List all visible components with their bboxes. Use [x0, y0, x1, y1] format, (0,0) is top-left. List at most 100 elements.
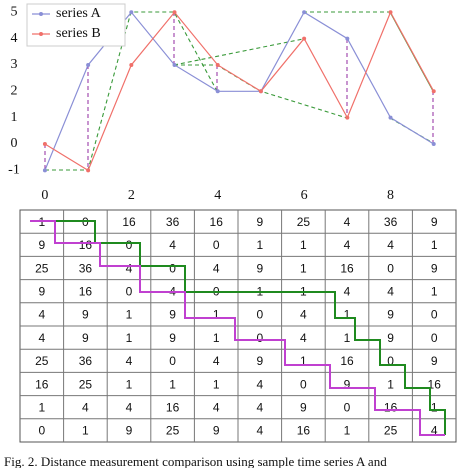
table-cell: 1 [300, 261, 307, 275]
table-cell: 16 [210, 215, 224, 229]
table-cell: 0 [300, 377, 307, 391]
point [172, 10, 177, 15]
table-cell: 0 [213, 238, 220, 252]
table-cell: 0 [256, 308, 263, 322]
table-cell: 1 [126, 331, 133, 345]
point [215, 62, 220, 67]
table-cell: 9 [431, 215, 438, 229]
table-cell: 4 [38, 331, 45, 345]
point [345, 36, 350, 41]
caption: Fig. 2. Distance measurement comparison … [4, 454, 387, 468]
table-cell: 1 [344, 308, 351, 322]
table-cell: 4 [300, 308, 307, 322]
table-cell: 9 [256, 354, 263, 368]
table-cell: 4 [213, 354, 220, 368]
table-cell: 9 [82, 331, 89, 345]
table-cell: 4 [344, 285, 351, 299]
point [42, 168, 47, 173]
point [345, 115, 350, 120]
x-tick-label: 8 [387, 188, 394, 203]
table-cell: 4 [256, 424, 263, 438]
table-cell: 9 [213, 424, 220, 438]
table-cell: 9 [256, 215, 263, 229]
point [388, 115, 393, 120]
point [388, 10, 393, 15]
table-cell: 16 [79, 285, 93, 299]
table-cell: 0 [126, 285, 133, 299]
table-cell: 4 [213, 401, 220, 415]
table-cell: 4 [82, 401, 89, 415]
table: 1 0 16 36 16 9 25 4 36 9 9 16 0 4 0 1 1 4 4 1 25 36 4 0 4 9 1 16 0 9 9… [19, 209, 457, 443]
table-paths [30, 220, 446, 436]
point [86, 62, 91, 67]
table-cell: 0 [431, 331, 438, 345]
table-cell: 16 [79, 238, 93, 252]
table-cell: 9 [431, 354, 438, 368]
y-tick-label: 2 [11, 84, 18, 99]
table-cell: 1 [213, 377, 220, 391]
table-cell: 0 [387, 354, 394, 368]
table-cell: 4 [126, 401, 133, 415]
point [302, 10, 307, 15]
y-tick-label: 4 [11, 31, 18, 46]
table-cell: 16 [122, 215, 136, 229]
point [129, 62, 134, 67]
table-cell: 1 [431, 401, 438, 415]
y-tick-label: 0 [11, 136, 18, 151]
legend: series A series B [32, 6, 102, 41]
table-cell: 9 [344, 377, 351, 391]
point [172, 62, 177, 67]
legend-marker [39, 32, 43, 36]
y-tick-label: 5 [11, 4, 18, 19]
table-cell: 36 [384, 215, 398, 229]
legend-marker [39, 12, 43, 16]
x-tick-label: 4 [214, 188, 221, 203]
table-cell: 25 [297, 215, 311, 229]
point [215, 89, 220, 94]
table-cell: 0 [169, 354, 176, 368]
table-cell: 25 [166, 424, 180, 438]
table-cell: 1 [431, 285, 438, 299]
table-cell: 25 [384, 424, 398, 438]
table-cell: 9 [387, 308, 394, 322]
table-cell: 9 [82, 308, 89, 322]
table-cell: 1 [82, 424, 89, 438]
green-path [30, 220, 446, 435]
table-cell: 1 [344, 424, 351, 438]
table-cell: 1 [213, 331, 220, 345]
table-cell: 4 [126, 354, 133, 368]
table-cell: 16 [35, 377, 49, 391]
table-cell: 9 [169, 308, 176, 322]
table-cell: 0 [256, 331, 263, 345]
x-tick-label: 0 [41, 188, 48, 203]
series-line [44, 10, 435, 172]
table-cell: 25 [79, 377, 93, 391]
table-cell: 4 [387, 285, 394, 299]
table-cell: 1 [38, 401, 45, 415]
y-tick-label: 1 [11, 110, 18, 125]
table-cell: 4 [300, 331, 307, 345]
table-cell: 16 [297, 424, 311, 438]
table-cell: 1 [169, 377, 176, 391]
table-cell: 0 [431, 308, 438, 322]
table-cell: 4 [344, 238, 351, 252]
legend-label: series B [56, 26, 101, 41]
table-cell: 9 [300, 401, 307, 415]
table-cell: 4 [256, 377, 263, 391]
table-cell: 16 [384, 401, 398, 415]
point [129, 10, 134, 15]
point [431, 89, 436, 94]
table-cell: 36 [79, 354, 93, 368]
table-cell: 36 [166, 215, 180, 229]
table-cell: 1 [126, 377, 133, 391]
table-cell: 25 [35, 354, 49, 368]
y-tick-label: -1 [8, 163, 20, 178]
table-cell: 9 [431, 261, 438, 275]
table-cell: 9 [387, 331, 394, 345]
table-cell: 4 [38, 308, 45, 322]
table-cell: 1 [300, 354, 307, 368]
y-tick-label: 3 [11, 57, 18, 72]
table-cell: 0 [126, 238, 133, 252]
point [42, 141, 47, 146]
table-cell: 9 [38, 285, 45, 299]
